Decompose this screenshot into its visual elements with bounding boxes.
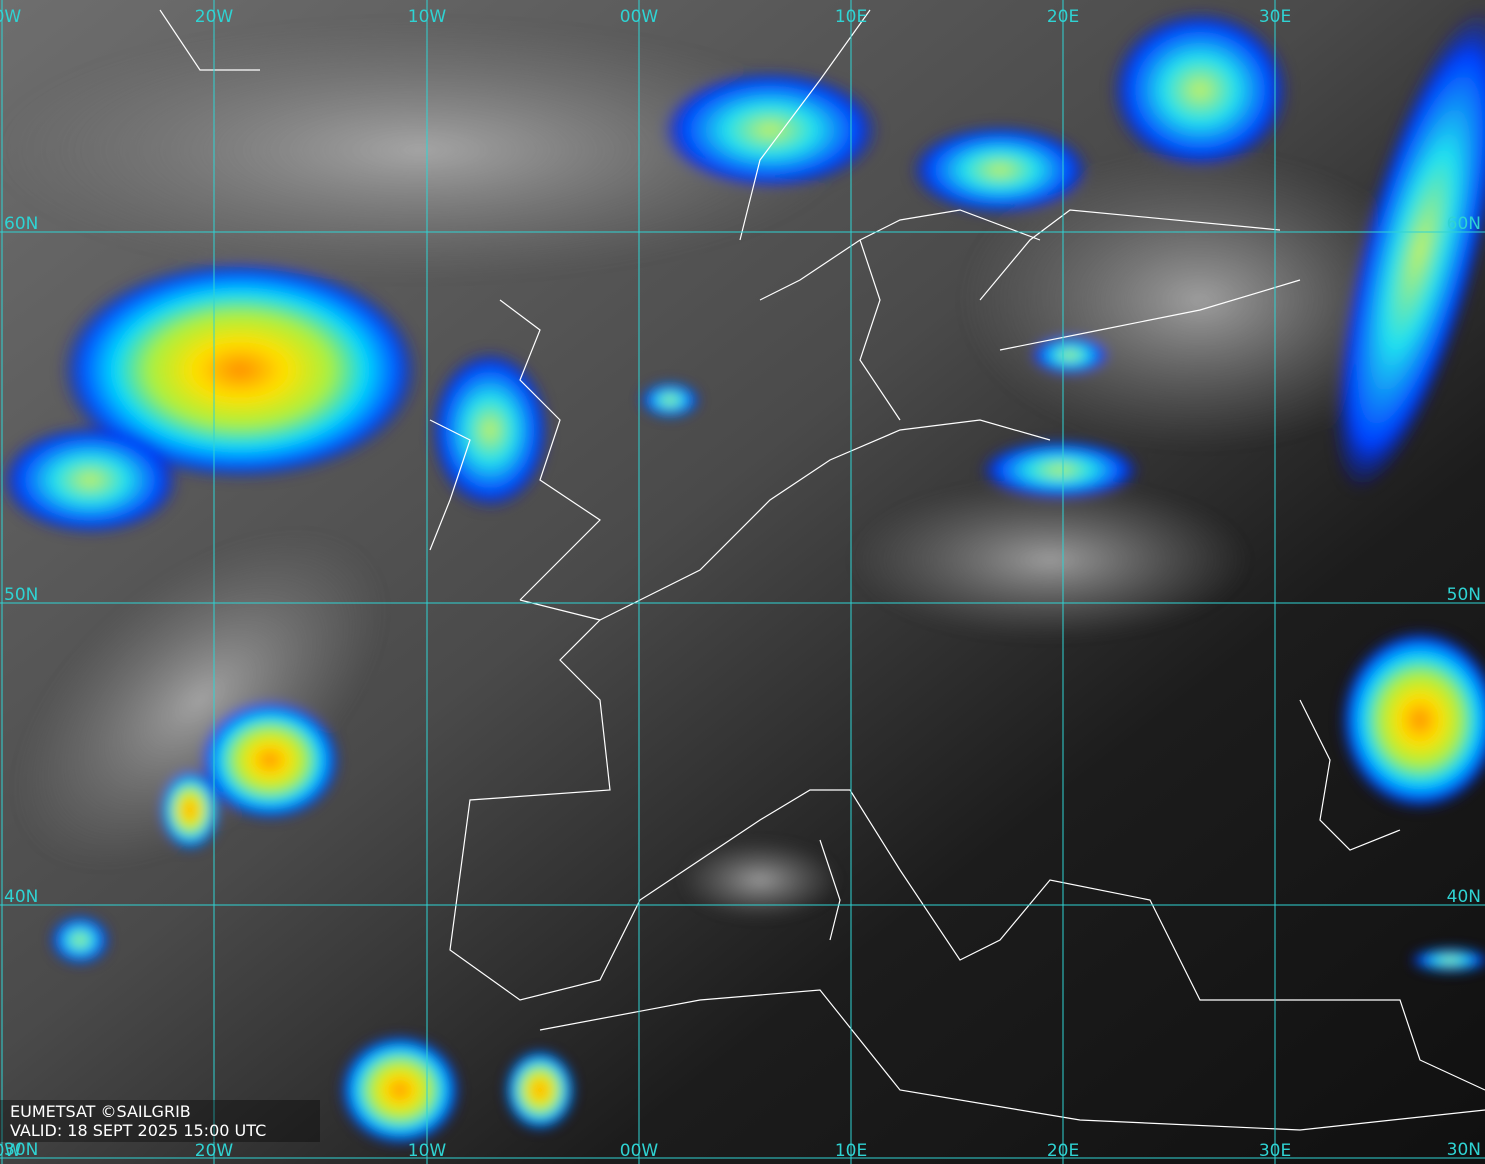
top-label: 10W (408, 7, 447, 27)
bottom-label: 10W (408, 1141, 447, 1161)
credit-box (0, 1100, 320, 1142)
bottom-label: 30W (0, 1141, 21, 1161)
labels: 30W 20W 10W 00W 10E 20E 30E 30W 20W 10W 00W 10E 20E 3… (0, 7, 1481, 1161)
top-label: 20W (195, 7, 234, 27)
right-label: 30N (1447, 1140, 1481, 1160)
top-label: 00W (620, 7, 659, 27)
valid-time: VALID: 18 SEPT 2025 15:00 UTC (10, 1121, 266, 1140)
bottom-label: 30E (1259, 1141, 1291, 1161)
right-label: 50N (1447, 585, 1481, 605)
top-label: 10E (835, 7, 867, 27)
bottom-label: 00W (620, 1141, 659, 1161)
right-label: 60N (1447, 214, 1481, 234)
top-label: 30E (1259, 7, 1291, 27)
bottom-label: 10E (835, 1141, 867, 1161)
left-label: 50N (4, 585, 38, 605)
coastlines (159, 9, 1485, 1131)
left-label: 60N (4, 214, 38, 234)
credit: EUMETSAT ©SAILGRIB (10, 1102, 191, 1121)
left-label: 30N (4, 1140, 38, 1160)
top-label: 30W (0, 7, 21, 27)
top-label: 20E (1047, 7, 1079, 27)
left-label: 40N (4, 887, 38, 907)
bottom-label: 20W (195, 1141, 234, 1161)
bottom-label: 20E (1047, 1141, 1079, 1161)
right-label: 40N (1447, 887, 1481, 907)
